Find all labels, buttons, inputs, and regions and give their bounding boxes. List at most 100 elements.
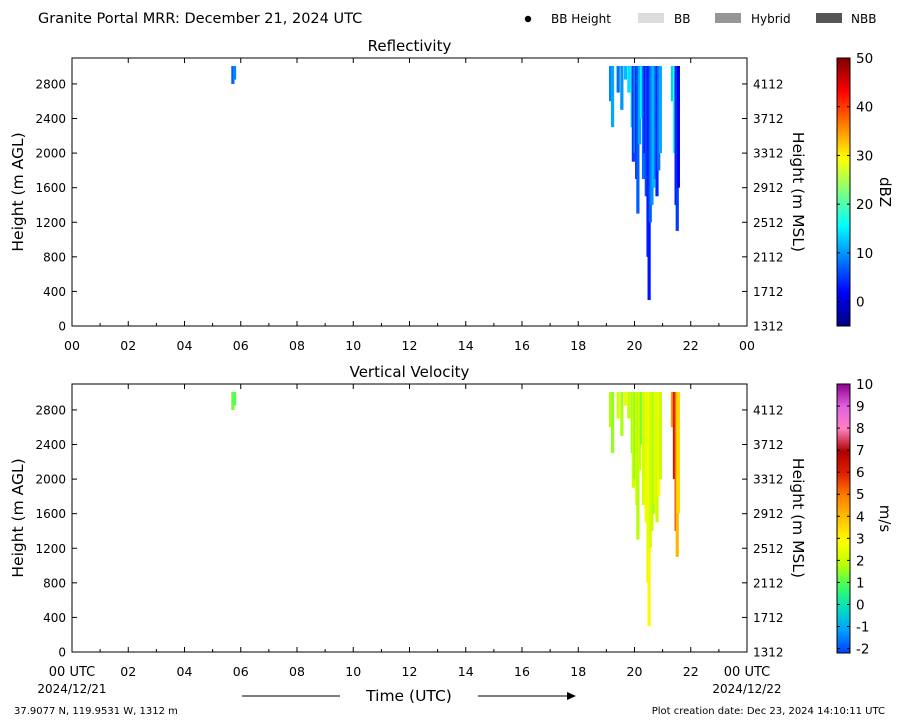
data-streak xyxy=(657,392,661,497)
x-tick-label: 16 xyxy=(514,338,530,353)
y-axis-label: Height (m AGL) xyxy=(9,458,27,577)
y-tick-label-right: 1712 xyxy=(753,611,784,625)
creation-date-text: Plot creation date: Dec 23, 2024 14:10:1… xyxy=(652,706,885,717)
x-axis-label: Time (UTC) xyxy=(365,687,452,705)
data-streak xyxy=(639,392,644,445)
data-streak xyxy=(650,392,654,531)
legend-label-hybrid: Hybrid xyxy=(751,12,791,26)
start-date-label: 2024/12/21 xyxy=(37,682,106,696)
data-streak xyxy=(672,392,677,480)
data-streak xyxy=(633,66,637,154)
y-tick-label-right: 4112 xyxy=(753,77,784,91)
data-streak xyxy=(631,392,635,488)
colorbar-tick-label: 10 xyxy=(856,246,873,262)
data-streak xyxy=(627,66,631,93)
colorbar-tick-label: -2 xyxy=(856,642,869,658)
x-tick-label: 10 xyxy=(345,338,361,353)
colorbar-tick-label: 8 xyxy=(856,421,865,437)
y-tick-label: 0 xyxy=(58,646,66,660)
data-streak xyxy=(232,392,237,406)
y-tick-label: 2000 xyxy=(35,473,66,487)
data-streak xyxy=(676,392,680,514)
data-streak xyxy=(670,66,675,102)
data-streak xyxy=(658,66,662,154)
colorbar-label: m/s xyxy=(876,505,894,533)
x-tick-label: 00 xyxy=(739,338,755,353)
data-streak xyxy=(672,66,677,154)
data-streak xyxy=(636,392,640,540)
colorbar-tick-label: 1 xyxy=(856,575,865,591)
data-streak xyxy=(623,66,628,80)
data-streak xyxy=(633,392,637,480)
y-tick-label: 800 xyxy=(43,576,66,590)
data-streak xyxy=(620,392,624,436)
y-tick-label-right: 1712 xyxy=(753,285,784,299)
y-axis-label-right: Height (m MSL) xyxy=(789,458,807,578)
x-tick-label: 10 xyxy=(345,664,361,679)
time-arrow-head xyxy=(567,692,576,700)
x-tick-label: 12 xyxy=(402,338,418,353)
y-tick-label: 2000 xyxy=(35,147,66,161)
x-tick-label: 12 xyxy=(402,664,418,679)
panel-title: Vertical Velocity xyxy=(350,363,470,381)
colorbar-label: dBZ xyxy=(876,177,894,207)
legend-swatch-nbb xyxy=(816,13,842,23)
data-streak xyxy=(620,66,624,110)
legend-swatch-hybrid xyxy=(715,13,741,23)
y-axis-label-right: Height (m MSL) xyxy=(789,132,807,252)
y-tick-label: 1600 xyxy=(35,507,66,521)
data-streak xyxy=(655,66,659,197)
y-tick-label-right: 2512 xyxy=(753,216,784,230)
x-tick-label: 16 xyxy=(514,664,530,679)
colorbar-tick-label: 50 xyxy=(856,51,873,67)
data-streak xyxy=(231,66,235,84)
y-tick-label: 0 xyxy=(58,320,66,334)
x-tick-label: 06 xyxy=(233,664,249,679)
y-tick-label: 1200 xyxy=(35,216,66,230)
y-tick-label-right: 4112 xyxy=(753,403,784,417)
y-tick-label: 2400 xyxy=(35,112,66,126)
data-streak xyxy=(631,66,635,162)
x-tick-label: 18 xyxy=(570,664,586,679)
start-time-label: 00 UTC xyxy=(49,665,95,680)
x-tick-label: 00 xyxy=(64,338,80,353)
data-streak xyxy=(658,392,662,480)
data-streak xyxy=(608,66,613,102)
colorbar-tick-label: 2 xyxy=(856,553,865,569)
data-streak xyxy=(637,392,642,471)
y-tick-label: 2800 xyxy=(35,403,66,417)
x-tick-label: 08 xyxy=(289,338,305,353)
y-tick-label: 1600 xyxy=(35,181,66,195)
colorbar-tick-label: 3 xyxy=(856,531,865,547)
y-tick-label: 2400 xyxy=(35,438,66,452)
location-text: 37.9077 N, 119.9531 W, 1312 m xyxy=(14,706,178,717)
x-tick-label: 08 xyxy=(289,664,305,679)
y-tick-label-right: 1312 xyxy=(753,646,784,660)
data-streak xyxy=(637,66,642,145)
y-tick-label-right: 2512 xyxy=(753,542,784,556)
data-streak xyxy=(610,392,615,454)
y-tick-label-right: 3312 xyxy=(753,473,784,487)
y-tick-label-right: 2912 xyxy=(753,181,784,195)
data-streak xyxy=(636,66,640,214)
data-streak xyxy=(641,66,646,180)
y-tick-label: 400 xyxy=(43,285,66,299)
panel-title: Reflectivity xyxy=(368,37,452,55)
legend-label-bb: BB xyxy=(674,12,690,26)
data-streak xyxy=(616,392,620,419)
y-tick-label-right: 3712 xyxy=(753,112,784,126)
data-streak xyxy=(676,66,680,188)
y-axis-label: Height (m AGL) xyxy=(9,132,27,251)
y-tick-label: 2800 xyxy=(35,77,66,91)
data-streak xyxy=(650,66,654,205)
data-streak xyxy=(648,392,652,549)
data-streak xyxy=(639,66,644,119)
x-tick-label: 20 xyxy=(627,338,643,353)
colorbar-tick-label: 30 xyxy=(856,148,873,164)
data-streak xyxy=(644,66,648,197)
y-tick-label-right: 3312 xyxy=(753,147,784,161)
y-tick-label: 1200 xyxy=(35,542,66,556)
y-tick-label-right: 3712 xyxy=(753,438,784,452)
